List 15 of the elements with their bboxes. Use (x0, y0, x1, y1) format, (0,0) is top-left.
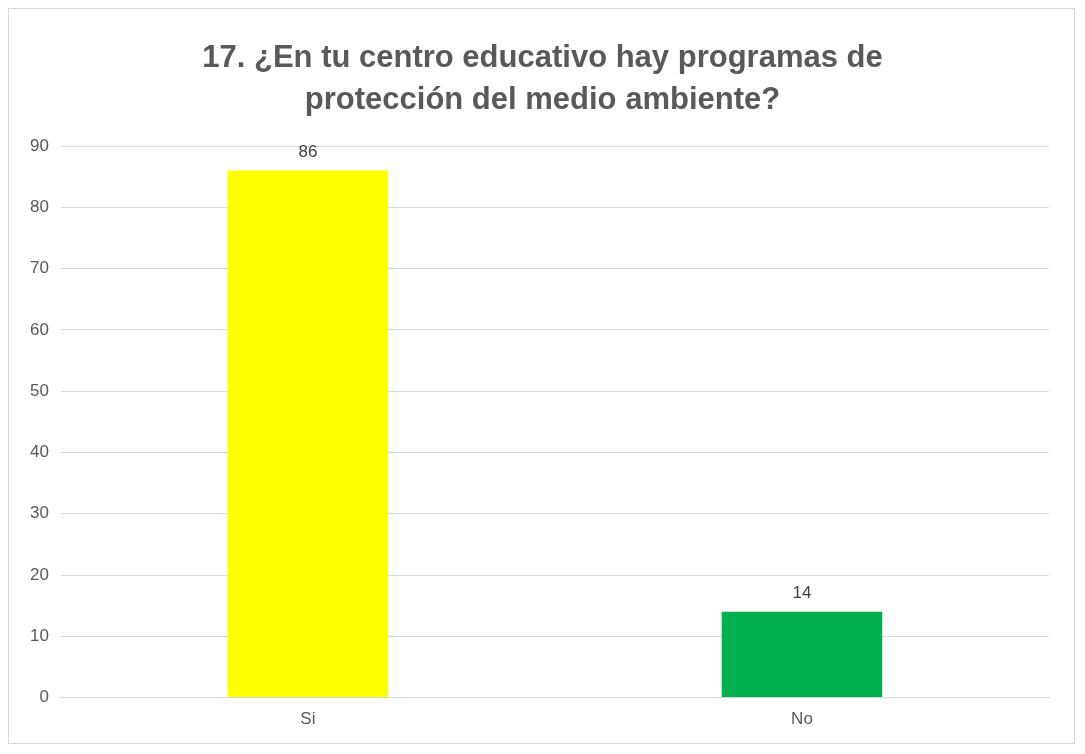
y-tick-label: 10 (29, 626, 49, 645)
y-tick-label: 70 (29, 258, 49, 278)
x-tick-label: No (791, 709, 813, 729)
y-tick-label: 20 (29, 564, 49, 584)
y-tick-label: 90 (29, 135, 49, 155)
data-label: 86 (298, 141, 318, 161)
y-tick-label: 60 (29, 319, 49, 339)
y-tick-label: 50 (29, 380, 49, 400)
y-tick-label: 30 (29, 503, 49, 523)
y-tick-label: 0 (39, 687, 49, 707)
y-tick-label: 80 (29, 196, 49, 216)
chart-title: 17. ¿En tu centro educativo hay programas de protección del medio ambiente? (201, 38, 884, 118)
data-label: 14 (792, 582, 812, 602)
x-tick-label: Si (300, 709, 316, 729)
y-tick-label: 40 (29, 442, 49, 462)
